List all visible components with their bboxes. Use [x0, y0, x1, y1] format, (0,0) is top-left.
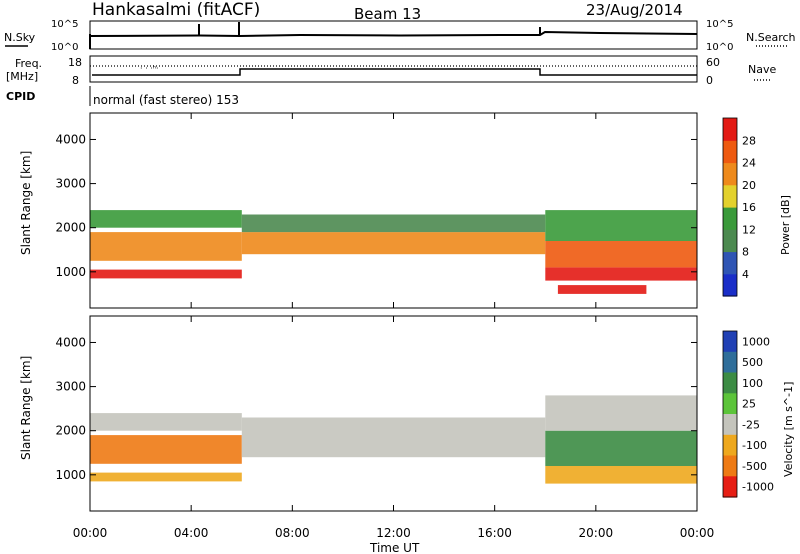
power-band-0 [90, 269, 242, 279]
velocity-band-0 [90, 472, 242, 482]
power-colorbar-tick: 20 [742, 179, 756, 192]
freq-label: Freq. [15, 57, 42, 70]
power-colorbar-label: Power [dB] [779, 195, 792, 255]
velocity-y-axis: 1000 2000 3000 4000 [55, 335, 697, 482]
power-band-6 [545, 240, 698, 268]
noise-panel: N.Sky 10^5 10^0 10^5 10^0 N.Search [4, 19, 796, 53]
date-label: 23/Aug/2014 [586, 1, 683, 19]
nave-tick-bottom: 0 [706, 74, 713, 87]
power-band-7 [545, 210, 698, 241]
velocity-colorbar-swatch [723, 455, 737, 477]
power-colorbar-tick: 12 [742, 223, 756, 236]
power-band-2 [90, 210, 242, 228]
velocity-colorbar-tick: -25 [742, 418, 760, 431]
svg-text:· · ·ʰ·: · · ·ʰ· [140, 64, 159, 73]
power-heatmap [90, 210, 698, 294]
power-colorbar-swatch [723, 140, 737, 164]
freq-unit-label: [MHz] [6, 70, 38, 83]
velocity-colorbar-swatch [723, 331, 737, 353]
nsky-label: N.Sky [4, 31, 36, 44]
power-band-4 [241, 214, 546, 233]
frequency-panel: Freq. [MHz] 18 8 60 0 Nave · · ·ʰ· [6, 55, 776, 87]
velocity-colorbar-swatch [723, 476, 737, 498]
velocity-band-2 [90, 413, 242, 431]
power-ytick-label: 1000 [55, 265, 86, 279]
velocity-band-1 [90, 435, 242, 464]
velocity-band-3 [241, 417, 546, 458]
velocity-colorbar-tick: 100 [742, 377, 763, 390]
x-tick-label: 16:00 [477, 526, 512, 540]
velocity-colorbar-tick: 500 [742, 356, 763, 369]
x-tick-label: 04:00 [174, 526, 209, 540]
power-colorbar-tick: 4 [742, 268, 749, 281]
power-colorbar-swatch [723, 273, 737, 297]
power-ytick-label: 3000 [55, 177, 86, 191]
nsky-tick-bottom: 10^0 [51, 42, 78, 53]
velocity-heatmap [90, 395, 698, 484]
power-colorbar-swatch [723, 229, 737, 253]
velocity-colorbar-swatch [723, 414, 737, 436]
x-tick-label: 08:00 [275, 526, 310, 540]
freq-tick-top: 18 [68, 56, 82, 69]
velocity-colorbar-tick: 25 [742, 398, 756, 411]
velocity-colorbar-swatch [723, 351, 737, 374]
power-ylabel: Slant Range [km] [19, 151, 33, 255]
power-colorbar-swatch [723, 251, 737, 275]
power-colorbar-tick: 8 [742, 246, 749, 259]
power-colorbar-swatch [723, 184, 737, 208]
power-band-1 [90, 232, 242, 261]
power-ytick-label: 4000 [55, 132, 86, 146]
velocity-colorbar-tick: 1000 [742, 335, 770, 348]
velocity-band-5 [545, 430, 698, 466]
velocity-colorbar-tick: -500 [742, 460, 767, 473]
velocity-colorbar-swatch [723, 434, 737, 457]
power-colorbar-swatch [723, 207, 737, 230]
velocity-ytick-label: 3000 [55, 380, 86, 394]
x-axis-label: Time UT [369, 541, 420, 554]
cpid-text: normal (fast stereo) 153 [93, 93, 239, 107]
x-tick-label: 12:00 [376, 526, 411, 540]
power-panel: 1000 2000 3000 4000 Slant Range [km] 4 8 12 16… [19, 112, 792, 309]
velocity-ytick-label: 4000 [55, 335, 86, 349]
velocity-band-6 [545, 395, 698, 431]
velocity-colorbar-tick: -100 [742, 439, 767, 452]
power-band-8 [557, 285, 647, 294]
velocity-colorbar: 1000 500 100 25 -25 -100 -500 -1000 [722, 330, 774, 498]
power-colorbar-tick: 24 [742, 157, 756, 170]
x-tick-label: 00:00 [680, 526, 715, 540]
x-tick-label: 00:00 [73, 526, 108, 540]
time-x-axis: 00:00 04:00 08:00 12:00 16:00 20:00 00:00 [73, 113, 715, 540]
nsky-tick-top: 10^5 [51, 19, 78, 30]
nave-label: Nave [748, 63, 776, 76]
velocity-ytick-label: 1000 [55, 468, 86, 482]
cpid-label: CPID [6, 90, 35, 103]
velocity-ylabel: Slant Range [km] [19, 356, 33, 460]
velocity-colorbar-swatch [723, 393, 737, 415]
nave-tick-top: 60 [706, 56, 720, 69]
power-colorbar-tick: 16 [742, 201, 756, 214]
velocity-colorbar-tick: -1000 [742, 481, 774, 494]
power-colorbar: 4 8 12 16 20 24 28 [722, 117, 756, 297]
freq-tick-bottom: 8 [72, 74, 79, 87]
power-band-3 [241, 232, 546, 255]
velocity-ytick-label: 2000 [55, 424, 86, 438]
velocity-colorbar-swatch [723, 372, 737, 394]
velocity-panel: 1000 2000 3000 4000 Slant Range [km] 1000 50… [19, 315, 795, 512]
power-colorbar-swatch [723, 118, 737, 141]
power-ytick-label: 2000 [55, 221, 86, 235]
power-band-5 [545, 267, 698, 281]
nsearch-label: N.Search [746, 31, 796, 44]
power-colorbar-swatch [723, 162, 737, 186]
plot-title: Hankasalmi (fitACF) [92, 0, 260, 20]
power-colorbar-tick: 28 [742, 134, 756, 147]
nsearch-tick-bottom: 10^0 [706, 42, 733, 53]
nsearch-tick-top: 10^5 [706, 19, 733, 30]
velocity-colorbar-label: Velocity [m s^-1] [782, 382, 795, 477]
power-y-axis: 1000 2000 3000 4000 [55, 132, 697, 279]
velocity-band-4 [545, 466, 698, 484]
x-tick-label: 20:00 [579, 526, 614, 540]
beam-label: Beam 13 [354, 5, 421, 23]
